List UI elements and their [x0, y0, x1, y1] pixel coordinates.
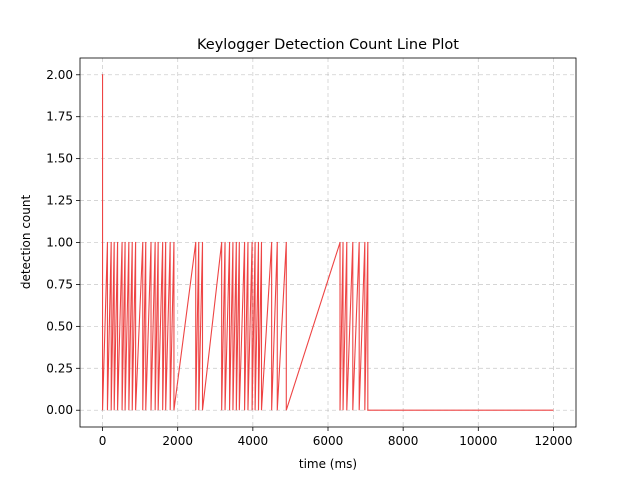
- data-point: [124, 241, 126, 244]
- data-point: [235, 241, 237, 244]
- data-point: [232, 241, 234, 244]
- data-point: [150, 241, 152, 244]
- y-tick-label: 0.00: [46, 403, 73, 417]
- plot-area: [101, 74, 554, 411]
- y-tick-label: 2.00: [46, 68, 73, 82]
- x-tick-label: 0: [99, 434, 107, 448]
- data-point: [121, 241, 123, 244]
- chart-title: Keylogger Detection Count Line Plot: [197, 37, 459, 53]
- data-point: [128, 241, 130, 244]
- data-point: [113, 241, 115, 244]
- data-point: [157, 241, 159, 244]
- data-point: [346, 241, 348, 244]
- y-tick-label: 1.50: [46, 152, 73, 166]
- data-point: [106, 241, 109, 244]
- x-tick-label: 2000: [162, 434, 193, 448]
- data-point: [251, 241, 253, 244]
- data-point: [367, 241, 369, 244]
- y-tick-label: 0.25: [46, 361, 73, 375]
- x-tick-label: 6000: [313, 434, 344, 448]
- data-point: [110, 241, 112, 244]
- data-point: [201, 241, 204, 244]
- x-tick-label: 8000: [388, 434, 419, 448]
- y-tick-label: 1.25: [46, 194, 73, 208]
- data-point: [224, 241, 226, 244]
- data-point: [154, 241, 156, 244]
- data-point: [243, 241, 246, 244]
- grid: [80, 58, 576, 427]
- x-axis: 0 2000 4000 6000 8000 10000 12000: [99, 427, 573, 448]
- data-point: [352, 241, 354, 244]
- x-axis-label: time (ms): [299, 457, 357, 471]
- data-point: [342, 241, 344, 244]
- series-line-0: [102, 74, 554, 411]
- data-point: [173, 241, 175, 244]
- data-point: [247, 241, 249, 244]
- data-point: [339, 241, 341, 244]
- data-point: [135, 241, 137, 244]
- y-tick-label: 0.75: [46, 277, 73, 291]
- data-point: [101, 74, 104, 76]
- data-point: [238, 241, 240, 244]
- data-point: [116, 241, 119, 244]
- data-point: [142, 241, 144, 244]
- data-point: [285, 241, 287, 244]
- x-tick-label: 4000: [238, 434, 269, 448]
- data-point: [254, 241, 256, 244]
- data-point: [145, 241, 147, 244]
- x-tick-label: 10000: [459, 434, 497, 448]
- y-tick-label: 1.00: [46, 236, 73, 250]
- data-point: [271, 241, 273, 244]
- data-point: [165, 241, 167, 244]
- data-point: [276, 241, 278, 244]
- data-point: [358, 241, 360, 244]
- data-point: [228, 241, 231, 244]
- y-axis: 0.00 0.25 0.50 0.75 1.00 1.25 1.50 1.75 2.00: [46, 68, 80, 417]
- x-tick-label: 12000: [534, 434, 572, 448]
- y-tick-label: 1.75: [46, 110, 73, 124]
- data-point: [364, 241, 366, 244]
- data-point: [257, 241, 260, 244]
- data-point: [169, 241, 171, 244]
- data-point: [198, 241, 200, 244]
- y-tick-label: 0.50: [46, 319, 73, 333]
- data-point: [195, 241, 197, 244]
- data-point: [221, 241, 223, 244]
- data-point: [162, 241, 164, 244]
- data-point: [131, 241, 133, 244]
- y-axis-label: detection count: [19, 195, 33, 290]
- data-point: [260, 241, 263, 244]
